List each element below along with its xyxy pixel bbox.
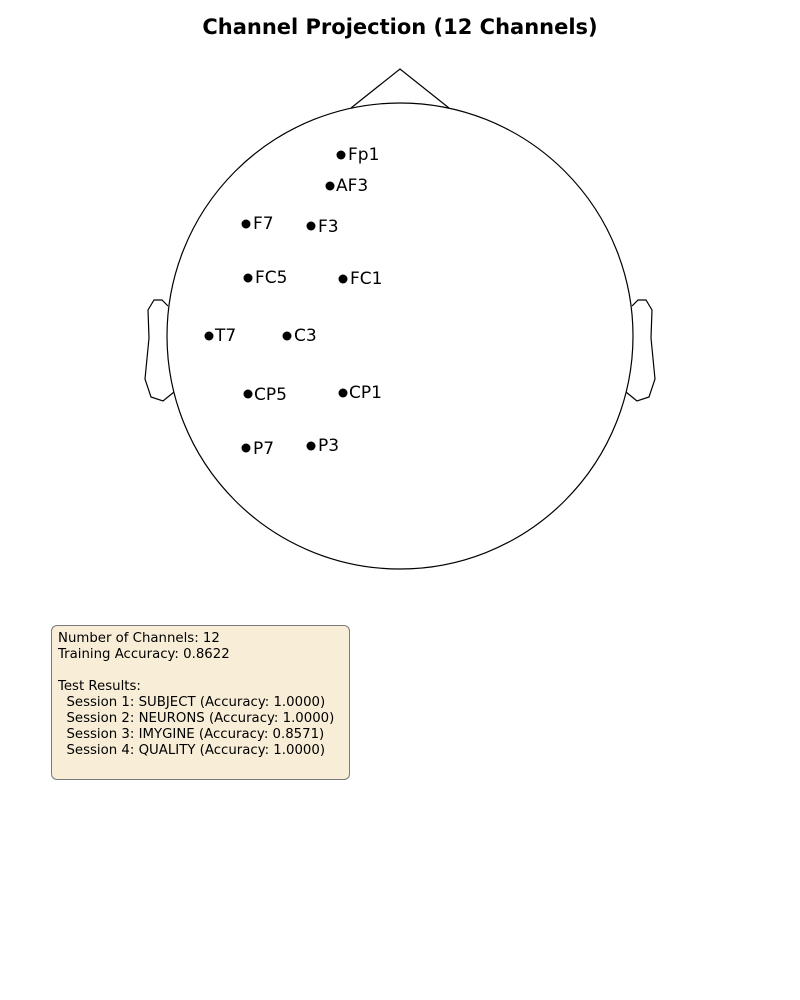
channel-dot [325, 181, 335, 191]
channel-marker: FC1 [338, 269, 382, 289]
left-ear-outline [144, 299, 175, 402]
nose-outline [350, 68, 450, 109]
session-result: Session 2: NEURONS (Accuracy: 1.0000) [58, 711, 335, 726]
channel-dot [204, 331, 214, 341]
channel-dot [241, 219, 251, 229]
test-results-heading: Test Results: [58, 679, 141, 694]
channel-dot [241, 443, 251, 453]
channel-marker: F3 [306, 217, 339, 237]
channel-marker: P3 [306, 436, 339, 456]
channel-label: F7 [253, 214, 274, 234]
channel-label: F3 [318, 217, 339, 237]
channel-dot [243, 273, 253, 283]
channel-marker: T7 [204, 326, 236, 346]
session-result: Session 1: SUBJECT (Accuracy: 1.0000) [58, 695, 326, 710]
channel-dot [282, 331, 292, 341]
channel-label: P7 [253, 439, 274, 459]
channel-marker: F7 [241, 214, 274, 234]
num-channels-text: Number of Channels: 12 [58, 631, 220, 646]
channel-label: P3 [318, 436, 339, 456]
session-result: Session 4: QUALITY (Accuracy: 1.0000) [58, 743, 326, 758]
channel-dot [306, 441, 316, 451]
results-info-box: Number of Channels: 12 Training Accuracy:… [51, 625, 350, 780]
channel-marker: AF3 [325, 176, 368, 196]
channel-label: CP5 [254, 385, 287, 405]
right-ear-outline [625, 299, 656, 402]
training-accuracy-text: Training Accuracy: 0.8622 [58, 647, 230, 662]
channel-label: CP1 [349, 383, 382, 403]
head-outline [166, 102, 634, 570]
channel-label: Fp1 [348, 145, 379, 165]
channel-dot [338, 274, 348, 284]
channel-label: T7 [214, 326, 236, 346]
channel-marker: P7 [241, 439, 274, 459]
channel-label: FC5 [255, 268, 287, 288]
channel-marker: FC5 [243, 268, 287, 288]
channel-dot [243, 389, 253, 399]
channel-label: AF3 [336, 176, 368, 196]
channel-marker: C3 [282, 326, 317, 346]
channel-label: C3 [294, 326, 317, 346]
channel-marker: CP5 [243, 385, 287, 405]
head-diagram: Fp1 AF3 F7 F3 FC5 FC1 T7 C3 CP5 CP1 P7 [144, 68, 656, 570]
blank-line [58, 663, 343, 679]
session-result: Session 3: IMYGINE (Accuracy: 0.8571) [58, 727, 325, 742]
channel-marker: CP1 [338, 383, 382, 403]
figure-title: Channel Projection (12 Channels) [202, 15, 598, 39]
channel-marker: Fp1 [336, 145, 379, 165]
channel-dot [336, 150, 346, 160]
channel-label: FC1 [350, 269, 382, 289]
channel-dot [338, 388, 348, 398]
channel-dot [306, 221, 316, 231]
